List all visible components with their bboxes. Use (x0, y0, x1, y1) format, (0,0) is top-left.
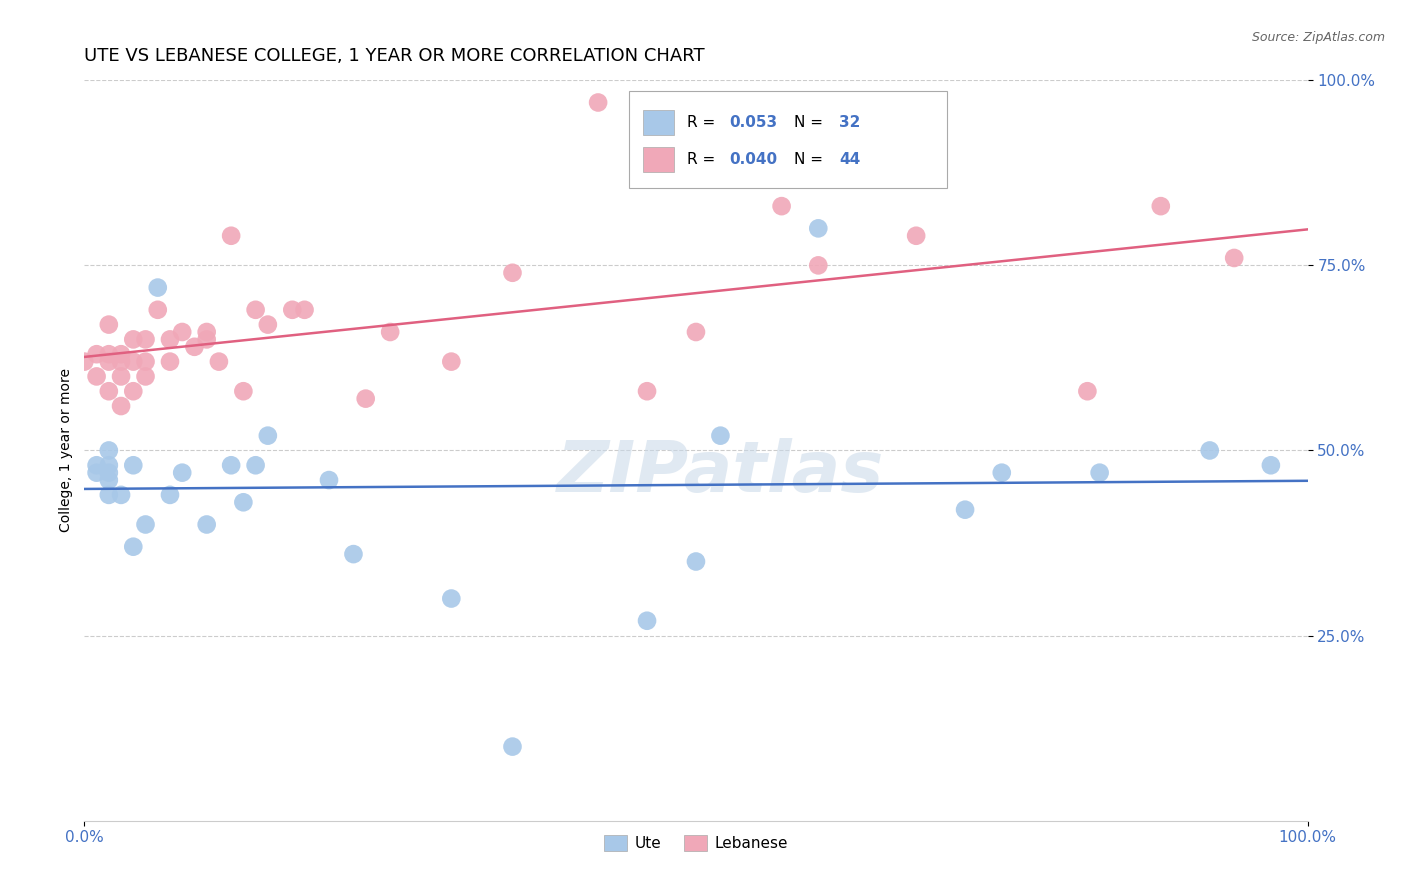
Point (1150, 199, 1173, 213)
Point (953, 502, 976, 516)
Point (122, 458, 145, 473)
Point (110, 369, 132, 384)
Point (245, 458, 267, 473)
Point (1076, 384, 1098, 399)
Point (97, 354, 120, 368)
Point (440, 591, 463, 606)
Point (97, 466, 120, 480)
Point (195, 325, 218, 339)
Point (159, 332, 181, 346)
Point (219, 458, 242, 473)
Text: ZIPatlas: ZIPatlas (557, 438, 884, 508)
Point (905, 228, 928, 243)
Point (159, 488, 181, 502)
Point (146, 302, 169, 317)
Point (1223, 251, 1246, 265)
Point (73, 354, 96, 368)
FancyBboxPatch shape (644, 146, 673, 172)
Text: 44: 44 (839, 152, 860, 167)
Point (195, 332, 218, 346)
Point (86, 466, 108, 480)
Point (502, 266, 524, 280)
Point (232, 384, 254, 399)
Point (183, 340, 205, 354)
Point (135, 517, 157, 532)
Point (709, 428, 731, 442)
Point (86, 458, 108, 473)
Point (97, 473, 120, 487)
Point (122, 354, 145, 368)
Point (342, 547, 364, 561)
Point (807, 259, 830, 273)
Point (97, 384, 120, 399)
Point (110, 347, 132, 361)
Point (636, 384, 658, 399)
Point (636, 614, 658, 628)
Point (685, 555, 707, 569)
Point (991, 466, 1014, 480)
Point (172, 466, 194, 480)
Legend: Ute, Lebanese: Ute, Lebanese (598, 830, 794, 857)
Point (110, 354, 132, 368)
Point (586, 95, 609, 110)
Point (257, 318, 280, 332)
Point (122, 332, 145, 346)
Point (195, 517, 218, 532)
Text: R =: R = (688, 152, 720, 167)
FancyBboxPatch shape (644, 110, 673, 136)
Point (97, 443, 120, 458)
Point (122, 540, 145, 554)
Point (1198, 443, 1220, 458)
Text: N =: N = (794, 115, 828, 130)
Point (354, 392, 377, 406)
Point (97, 458, 120, 473)
Point (807, 221, 830, 235)
Point (281, 302, 304, 317)
Text: N =: N = (794, 152, 828, 167)
FancyBboxPatch shape (628, 91, 946, 187)
Point (97, 318, 120, 332)
Text: Source: ZipAtlas.com: Source: ZipAtlas.com (1251, 31, 1385, 45)
Point (294, 302, 316, 317)
Point (97, 347, 120, 361)
Point (440, 354, 463, 368)
Point (172, 325, 194, 339)
Text: 32: 32 (839, 115, 860, 130)
Text: R =: R = (688, 115, 720, 130)
Point (685, 325, 707, 339)
Point (219, 228, 242, 243)
Text: 0.053: 0.053 (728, 115, 778, 130)
Point (770, 199, 793, 213)
Text: 0.040: 0.040 (728, 152, 778, 167)
Point (135, 354, 157, 368)
Point (135, 369, 157, 384)
Point (122, 384, 145, 399)
Point (208, 354, 231, 368)
Point (146, 280, 169, 294)
Point (97, 488, 120, 502)
Point (1260, 458, 1282, 473)
Point (110, 488, 132, 502)
Point (257, 428, 280, 442)
Point (380, 325, 402, 339)
Point (86, 369, 108, 384)
Point (232, 495, 254, 509)
Point (86, 347, 108, 361)
Point (159, 354, 181, 368)
Point (245, 302, 267, 317)
Y-axis label: College, 1 year or more: College, 1 year or more (59, 368, 73, 533)
Point (135, 332, 157, 346)
Point (318, 473, 340, 487)
Point (502, 739, 524, 754)
Point (110, 399, 132, 413)
Point (1088, 466, 1111, 480)
Text: UTE VS LEBANESE COLLEGE, 1 YEAR OR MORE CORRELATION CHART: UTE VS LEBANESE COLLEGE, 1 YEAR OR MORE … (84, 47, 704, 65)
